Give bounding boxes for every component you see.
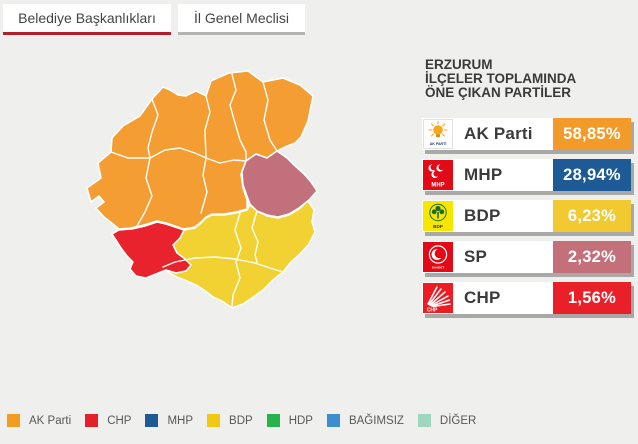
svg-text:BDP: BDP	[433, 224, 443, 229]
legend-item-diger: DİĞER	[417, 414, 477, 427]
svg-text:AK PARTİ: AK PARTİ	[430, 142, 447, 146]
tab-il-genel-meclisi[interactable]: İl Genel Meclisi	[178, 4, 305, 35]
erzurum-district-map	[80, 55, 330, 320]
legend-label: CHP	[107, 414, 132, 427]
legend-swatch	[326, 414, 340, 427]
party-percent-badge: 2,32%	[553, 241, 631, 273]
legend-swatch	[266, 414, 280, 427]
legend-item-mhp: MHP	[145, 414, 193, 427]
legend-swatch	[145, 414, 159, 427]
legend-item-hdp: HDP	[266, 414, 313, 427]
results-panel: ERZURUM İLÇELER TOPLAMINDA ÖNE ÇIKAN PAR…	[422, 58, 631, 323]
legend-label: BAĞIMSIZ	[348, 414, 404, 427]
party-name: BDP	[464, 206, 501, 225]
district-borders	[110, 73, 284, 308]
party-row-akparti: AK PARTİ AK Parti 58,85%	[422, 118, 631, 150]
result-type-tabs: Belediye Başkanlıkları İl Genel Meclisi	[3, 4, 305, 35]
legend-item-bagimsiz: BAĞIMSIZ	[326, 414, 404, 427]
party-name: MHP	[464, 165, 503, 184]
party-row-bdp: BDP BDP 6,23%	[422, 200, 631, 232]
legend-swatch	[417, 414, 431, 427]
party-result-rows: AK PARTİ AK Parti 58,85% MHP MHP 28,94%	[422, 118, 631, 314]
panel-title: ERZURUM İLÇELER TOPLAMINDA ÖNE ÇIKAN PAR…	[425, 58, 631, 100]
bdp-logo-icon: BDP	[423, 201, 453, 231]
party-name: AK Parti	[464, 124, 533, 143]
panel-title-line1: ERZURUM	[425, 57, 493, 72]
district-north-ak-region[interactable]	[86, 70, 314, 230]
svg-text:SAADET: SAADET	[432, 266, 445, 270]
chp-logo-icon: CHP	[423, 283, 453, 313]
legend-item-chp: CHP	[85, 414, 131, 427]
legend-item-bdp: BDP	[207, 414, 253, 427]
legend-label: BDP	[229, 414, 253, 427]
svg-text:MHP: MHP	[431, 183, 444, 189]
party-name: CHP	[464, 288, 501, 307]
legend-swatch	[85, 414, 99, 427]
map-legend: AK Parti CHP MHP BDP HDP BAĞIMSIZ DİĞER	[7, 414, 490, 427]
party-name: SP	[464, 247, 488, 266]
panel-title-line3: ÖNE ÇIKAN PARTİLER	[425, 85, 572, 100]
akparti-logo-icon: AK PARTİ	[423, 119, 453, 149]
svg-text:CHP: CHP	[427, 308, 438, 314]
party-percent-badge: 28,94%	[553, 159, 631, 191]
party-percent-badge: 58,85%	[553, 118, 631, 150]
district-east-sp[interactable]	[241, 150, 318, 218]
legend-label: AK Parti	[29, 414, 72, 427]
legend-label: DİĞER	[439, 414, 477, 427]
tab-belediye-baskanliklari[interactable]: Belediye Başkanlıkları	[3, 4, 171, 35]
legend-label: MHP	[167, 414, 194, 427]
mhp-logo-icon: MHP	[423, 160, 453, 190]
legend-label: HDP	[288, 414, 313, 427]
sp-logo-icon: SAADET	[423, 242, 453, 272]
legend-item-akparti: AK Parti	[7, 414, 71, 427]
party-row-chp: CHP CHP 1,56%	[422, 282, 631, 314]
party-percent-badge: 6,23%	[553, 200, 631, 232]
party-percent-badge: 1,56%	[553, 282, 631, 314]
party-row-sp: SAADET SP 2,32%	[422, 241, 631, 273]
panel-title-line2: İLÇELER TOPLAMINDA	[425, 71, 577, 86]
legend-swatch	[7, 414, 20, 427]
legend-swatch	[207, 414, 221, 427]
party-row-mhp: MHP MHP 28,94%	[422, 159, 631, 191]
